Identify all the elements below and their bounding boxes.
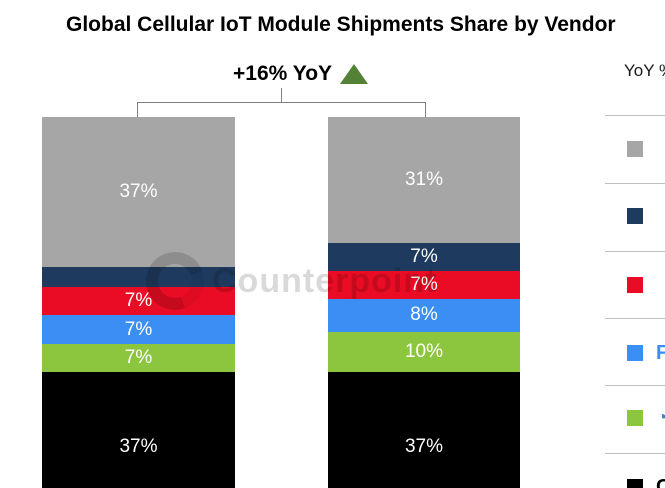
black-segment: 37% (42, 372, 235, 488)
red-segment: 7% (328, 270, 520, 300)
bracket-tick-left (137, 102, 138, 117)
legend-swatch-3 (627, 277, 643, 293)
legend-divider (605, 385, 665, 386)
segment-label: 7% (410, 245, 438, 267)
bracket-horizontal (137, 102, 426, 103)
black-segment: 37% (328, 372, 520, 488)
segment-label: 37% (119, 436, 158, 458)
legend-divider (605, 251, 665, 252)
legend-swatch-5 (627, 410, 643, 426)
legend-vendor-logo-partial: F (656, 342, 665, 364)
segment-label: 7% (124, 290, 153, 312)
legend-swatch-4 (627, 345, 643, 361)
red-segment: 7% (42, 287, 235, 316)
legend-swatch-2 (627, 208, 643, 224)
legend-divider (605, 115, 665, 116)
bracket-tick-right (425, 102, 426, 117)
up-triangle-icon (340, 64, 369, 84)
gray-segment: 37% (42, 117, 235, 267)
yoy-annotation: +16% YoY (233, 62, 369, 86)
stacked-bar-2: 31% 7% 7% 8% 10% 37% (328, 117, 520, 488)
segment-label: 31% (404, 168, 444, 190)
legend-swatch-1 (627, 141, 643, 157)
stacked-bar-1: 37% 7% 7% 7% 37% (42, 117, 235, 488)
legend-divider (605, 183, 665, 184)
bracket-stem (281, 88, 282, 103)
gray-segment: 31% (328, 117, 520, 243)
green-segment: 7% (42, 343, 235, 373)
green-segment: 10% (328, 331, 520, 373)
legend-swatch-6 (627, 479, 643, 488)
segment-label: 10% (404, 340, 444, 362)
yoy-annotation-label: +16% YoY (233, 62, 333, 85)
blue-segment: 8% (328, 299, 520, 332)
legend-header: YoY % (624, 61, 665, 80)
blue-segment: 7% (42, 315, 235, 344)
navy-segment (42, 266, 235, 288)
segment-label: 37% (404, 436, 444, 458)
segment-label: 8% (410, 304, 438, 326)
legend-vendor-logo-partial: C (656, 476, 665, 488)
legend-divider (605, 453, 665, 454)
segment-label: 37% (119, 180, 158, 202)
segment-label: 7% (124, 318, 153, 340)
page-title: Global Cellular IoT Module Shipments Sha… (66, 13, 616, 36)
legend-divider (605, 318, 665, 319)
segment-label: 7% (124, 346, 153, 368)
segment-label: 7% (410, 274, 438, 296)
navy-segment: 7% (328, 242, 520, 271)
legend-vendor-logo-partial: ◔ (656, 407, 665, 429)
